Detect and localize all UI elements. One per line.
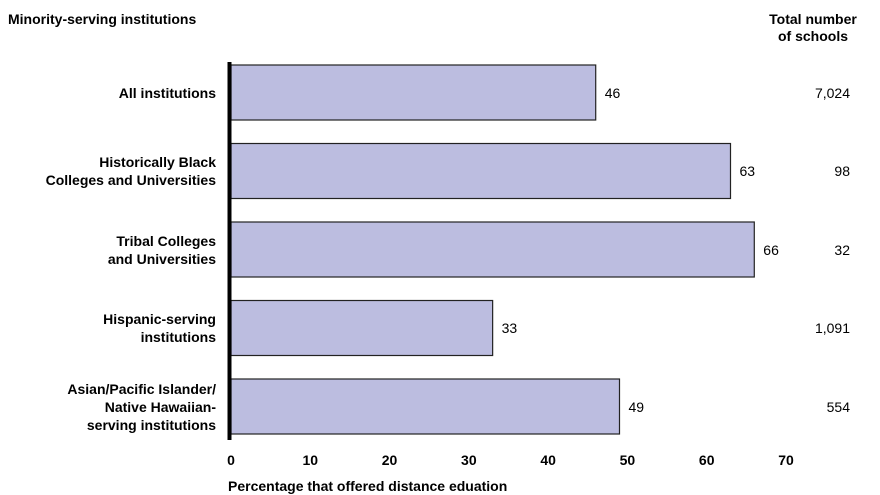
total-schools-2: 32 — [834, 241, 850, 258]
category-header: Minority-serving institutions — [8, 11, 197, 27]
x-tick-label-5: 50 — [619, 452, 636, 468]
bar-2 — [230, 221, 755, 278]
bars-group — [230, 64, 755, 435]
bar-value-label-3: 33 — [501, 320, 518, 336]
total-schools-1: 98 — [834, 163, 850, 179]
count-header: Total number of schools — [758, 11, 868, 45]
bar-0 — [230, 64, 597, 121]
bar-value-label-4: 49 — [628, 398, 645, 415]
category-label-2: Tribal Colleges and Universities — [1, 232, 216, 268]
category-label-1-line-1: Colleges and Universities — [45, 172, 216, 188]
bar-value-label-0: 46 — [604, 84, 621, 101]
category-label-3-line-0: Hispanic-serving — [103, 311, 216, 327]
count-header-line-2: of schools — [777, 28, 848, 44]
category-label-2-line-1: and Universities — [107, 250, 216, 267]
count-header-line-1: Total number — [769, 11, 857, 27]
total-schools-3: 1,091 — [814, 320, 850, 336]
total-schools-4: 554 — [826, 398, 850, 415]
x-tick-label-0: 0 — [227, 452, 235, 468]
category-label-4-line-2: serving institutions — [86, 416, 216, 433]
bar-value-label-2: 66 — [763, 241, 779, 258]
x-tick-label-2: 20 — [381, 452, 398, 468]
category-label-4-line-0: Asian/Pacific Islander/ — [67, 380, 216, 397]
category-label-2-line-0: Tribal Colleges — [116, 232, 216, 249]
bar-4 — [230, 378, 621, 435]
category-label-3-line-1: institutions — [140, 329, 216, 345]
bar-1 — [230, 142, 732, 200]
x-tick-label-6: 60 — [698, 452, 715, 468]
category-label-4: Asian/Pacific Islander/Native Hawaiian-s… — [1, 380, 216, 434]
x-axis-title: Percentage that offered distance eduatio… — [228, 478, 508, 494]
bar-3 — [230, 299, 494, 357]
category-label-4-line-1: Native Hawaiian- — [104, 398, 216, 415]
category-label-3: Hispanic-serving institutions — [1, 310, 216, 346]
x-tick-label-3: 30 — [461, 452, 477, 468]
bar-value-label-1: 63 — [739, 163, 756, 179]
category-label-0-line-0: All institutions — [118, 84, 216, 101]
category-label-1-line-0: Historically Black — [99, 154, 216, 170]
x-tick-label-7: 70 — [778, 452, 794, 468]
x-tick-label-4: 40 — [540, 452, 556, 468]
category-label-1: Historically Black Colleges and Universit… — [1, 153, 216, 189]
total-schools-0: 7,024 — [814, 84, 850, 101]
category-label-0: All institutions — [1, 84, 216, 102]
x-tick-label-1: 10 — [302, 452, 319, 468]
